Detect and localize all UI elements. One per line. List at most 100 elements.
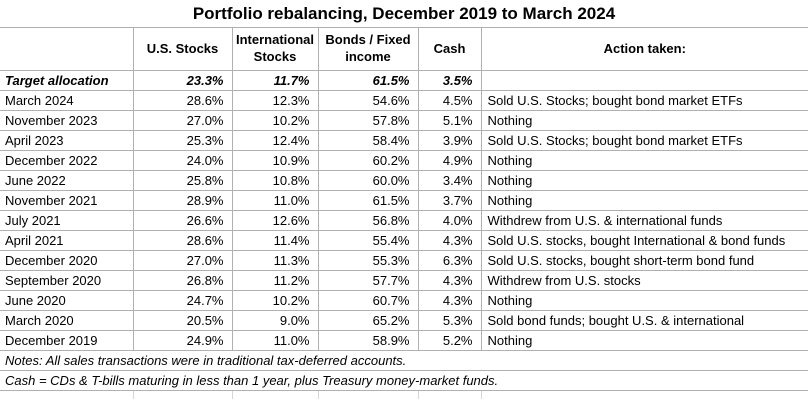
cash-cell: 3.5% — [417, 70, 481, 91]
header-row: U.S. Stocks International Stocks Bonds /… — [0, 27, 808, 71]
notes-text: Notes: All sales transactions were in tr… — [0, 350, 808, 371]
month-cell: April 2023 — [0, 130, 133, 151]
us-stocks-cell: 23.3% — [132, 70, 232, 91]
rebalancing-table: U.S. Stocks International Stocks Bonds /… — [0, 27, 808, 399]
us-stocks-cell: 26.6% — [132, 210, 232, 231]
us-stocks-cell: 28.6% — [132, 90, 232, 111]
cash-cell: 3.9% — [417, 130, 481, 151]
cash-cell: 3.4% — [417, 170, 481, 191]
intl-stocks-cell: 9.0% — [231, 310, 318, 331]
us-stocks-cell: 27.0% — [132, 110, 232, 131]
bonds-cell: 61.5% — [317, 70, 418, 91]
bonds-cell: 58.4% — [317, 130, 418, 151]
cash-cell: 4.3% — [417, 290, 481, 311]
page-title: Portfolio rebalancing, December 2019 to … — [192, 3, 616, 23]
intl-stocks-cell: 11.2% — [231, 270, 318, 291]
table-row: March 2020 20.5% 9.0% 65.2% 5.3% Sold bond fu… — [0, 310, 808, 331]
month-cell: November 2021 — [0, 190, 133, 211]
table-body: Target allocation 23.3% 11.7% 61.5% 3.5% Marc… — [0, 70, 808, 351]
action-cell: Sold U.S. stocks, bought short-term bond… — [480, 250, 808, 271]
bonds-cell: 65.2% — [317, 310, 418, 331]
table-footer: Notes: All sales transactions were in tr… — [0, 350, 808, 399]
notes-row: Notes: All sales transactions were in tr… — [0, 350, 808, 371]
intl-stocks-cell: 10.2% — [231, 110, 318, 131]
gridline-stub-cell — [132, 390, 232, 399]
action-cell: Nothing — [480, 110, 808, 131]
cash-cell: 4.3% — [417, 270, 481, 291]
bonds-cell: 54.6% — [317, 90, 418, 111]
month-cell: June 2020 — [0, 290, 133, 311]
cash-cell: 6.3% — [417, 250, 481, 271]
action-cell: Nothing — [480, 190, 808, 211]
month-cell: July 2021 — [0, 210, 133, 231]
target-allocation-row: Target allocation 23.3% 11.7% 61.5% 3.5% — [0, 70, 808, 91]
column-header-cash: Cash — [417, 27, 481, 71]
month-cell: March 2020 — [0, 310, 133, 331]
bonds-cell: 60.0% — [317, 170, 418, 191]
action-cell: Nothing — [480, 290, 808, 311]
column-header-us-stocks: U.S. Stocks — [132, 27, 232, 71]
intl-stocks-cell: 11.7% — [231, 70, 318, 91]
table-row: March 2024 28.6% 12.3% 54.6% 4.5% Sold U.S. S… — [0, 90, 808, 111]
table-header: U.S. Stocks International Stocks Bonds /… — [0, 27, 808, 71]
bonds-cell: 56.8% — [317, 210, 418, 231]
cash-cell: 4.5% — [417, 90, 481, 111]
column-header-bonds-fixed-income: Bonds / Fixed income — [317, 27, 418, 71]
column-header-blank — [0, 27, 133, 71]
intl-stocks-cell: 10.9% — [231, 150, 318, 171]
table-row: April 2023 25.3% 12.4% 58.4% 3.9% Sold U.S. S… — [0, 130, 808, 151]
month-cell: Target allocation — [0, 70, 133, 91]
gridline-stub-row — [0, 390, 808, 399]
action-cell: Sold U.S. Stocks; bought bond market ETF… — [480, 90, 808, 111]
intl-stocks-cell: 11.3% — [231, 250, 318, 271]
gridline-stub-cell — [417, 390, 481, 399]
cash-cell: 5.1% — [417, 110, 481, 131]
intl-stocks-cell: 12.4% — [231, 130, 318, 151]
cash-cell: 4.9% — [417, 150, 481, 171]
intl-stocks-cell: 11.4% — [231, 230, 318, 251]
intl-stocks-cell: 11.0% — [231, 330, 318, 351]
table-row: June 2022 25.8% 10.8% 60.0% 3.4% Nothing — [0, 170, 808, 191]
us-stocks-cell: 27.0% — [132, 250, 232, 271]
us-stocks-cell: 25.3% — [132, 130, 232, 151]
table-row: July 2021 26.6% 12.6% 56.8% 4.0% Withdrew fro… — [0, 210, 808, 231]
action-cell: Nothing — [480, 150, 808, 171]
table-row: November 2023 27.0% 10.2% 57.8% 5.1% Nothing — [0, 110, 808, 131]
us-stocks-cell: 24.7% — [132, 290, 232, 311]
cash-cell: 4.3% — [417, 230, 481, 251]
bonds-cell: 60.7% — [317, 290, 418, 311]
gridline-stub-cell — [480, 390, 808, 399]
table-row: December 2022 24.0% 10.9% 60.2% 4.9% Nothing — [0, 150, 808, 171]
us-stocks-cell: 24.9% — [132, 330, 232, 351]
table-row: April 2021 28.6% 11.4% 55.4% 4.3% Sold U.S. s… — [0, 230, 808, 251]
cash-definition-row: Cash = CDs & T-bills maturing in less th… — [0, 370, 808, 391]
bonds-cell: 58.9% — [317, 330, 418, 351]
month-cell: June 2022 — [0, 170, 133, 191]
cash-cell: 5.2% — [417, 330, 481, 351]
action-cell: Withdrew from U.S. & international funds — [480, 210, 808, 231]
gridline-stub-cell — [317, 390, 418, 399]
table-row: June 2020 24.7% 10.2% 60.7% 4.3% Nothing — [0, 290, 808, 311]
bonds-cell: 55.4% — [317, 230, 418, 251]
action-cell: Sold bond funds; bought U.S. & internati… — [480, 310, 808, 331]
table-row: December 2019 24.9% 11.0% 58.9% 5.2% Nothing — [0, 330, 808, 351]
month-cell: December 2020 — [0, 250, 133, 271]
bonds-cell: 55.3% — [317, 250, 418, 271]
cash-cell: 3.7% — [417, 190, 481, 211]
bonds-cell: 57.8% — [317, 110, 418, 131]
column-header-international-stocks: International Stocks — [231, 27, 318, 71]
intl-stocks-cell: 12.3% — [231, 90, 318, 111]
action-cell: Nothing — [480, 330, 808, 351]
intl-stocks-cell: 11.0% — [231, 190, 318, 211]
table-row: November 2021 28.9% 11.0% 61.5% 3.7% Nothing — [0, 190, 808, 211]
bonds-cell: 60.2% — [317, 150, 418, 171]
month-cell: November 2023 — [0, 110, 133, 131]
table-row: September 2020 26.8% 11.2% 57.7% 4.3% Withdre… — [0, 270, 808, 291]
table-row: December 2020 27.0% 11.3% 55.3% 6.3% Sold U.S… — [0, 250, 808, 271]
column-header-action-taken: Action taken: — [480, 27, 808, 71]
us-stocks-cell: 26.8% — [132, 270, 232, 291]
bonds-cell: 61.5% — [317, 190, 418, 211]
action-cell — [480, 70, 808, 91]
action-cell: Sold U.S. Stocks; bought bond market ETF… — [480, 130, 808, 151]
